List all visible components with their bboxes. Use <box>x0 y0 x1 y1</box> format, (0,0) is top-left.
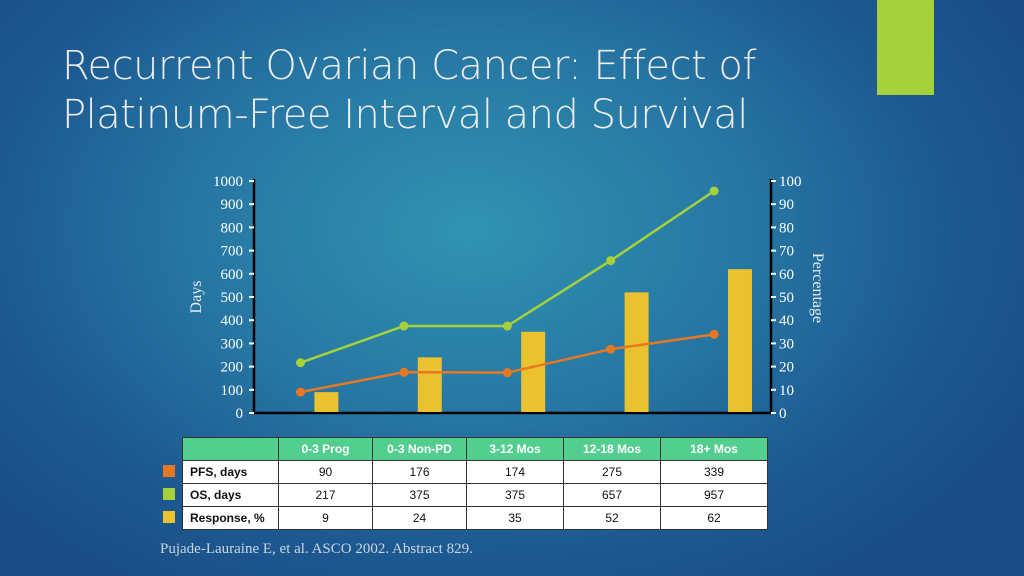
left-tick-label: 600 <box>221 267 244 283</box>
right-tick-label: 10 <box>779 383 794 399</box>
table-cell: 90 <box>278 460 373 484</box>
legend-swatch-os <box>163 488 175 500</box>
right-tick-label: 30 <box>779 336 794 352</box>
bar-response <box>417 357 442 412</box>
point-pfs <box>709 329 719 339</box>
left-tick-label: 200 <box>221 360 244 376</box>
table-cell: 24 <box>372 506 467 530</box>
header-cell: 18+ Mos <box>660 437 768 461</box>
row-label: Response, % <box>182 506 279 530</box>
legend-swatch-response <box>163 511 175 523</box>
point-os <box>502 321 512 331</box>
point-os <box>709 186 719 196</box>
table-cell: 9 <box>278 506 373 530</box>
point-pfs <box>296 387 306 397</box>
citation: Pujade-Lauraine E, et al. ASCO 2002. Abs… <box>160 541 473 557</box>
table-cell: 176 <box>372 460 467 484</box>
right-tick-label: 40 <box>779 313 794 329</box>
point-os <box>296 358 306 368</box>
header-blank <box>182 437 279 461</box>
left-tick-label: 0 <box>236 406 244 422</box>
left-tick-label: 800 <box>221 220 244 236</box>
left-tick-label: 300 <box>221 336 244 352</box>
data-table: 0-3 Prog 0-3 Non-PD 3-12 Mos 12-18 Mos 1… <box>182 437 768 530</box>
bar-response <box>727 269 752 412</box>
right-tick-label: 100 <box>779 174 802 190</box>
y-axis-label: Days <box>188 281 205 314</box>
table-cell: 375 <box>466 483 564 507</box>
table-cell: 217 <box>278 483 373 507</box>
right-tick-label: 20 <box>779 360 794 376</box>
left-tick-label: 1000 <box>213 174 243 190</box>
right-tick-label: 90 <box>779 197 794 213</box>
header-cell: 3-12 Mos <box>466 437 564 461</box>
legend-swatch-pfs <box>163 465 175 477</box>
left-tick-label: 500 <box>221 290 244 306</box>
right-tick-label: 60 <box>779 267 794 283</box>
table-cell: 62 <box>660 506 768 530</box>
left-tick-label: 900 <box>221 197 244 213</box>
point-os <box>606 256 616 266</box>
table-cell: 657 <box>563 483 661 507</box>
right-tick-label: 70 <box>779 244 794 260</box>
header-cell: 12-18 Mos <box>563 437 661 461</box>
bar-response <box>521 331 546 412</box>
table-cell: 957 <box>660 483 768 507</box>
row-label: PFS, days <box>182 460 279 484</box>
table-cell: 339 <box>660 460 768 484</box>
table-row: PFS, days 90 176 174 275 339 <box>182 460 768 484</box>
table-cell: 275 <box>563 460 661 484</box>
right-tick-label: 0 <box>779 406 787 422</box>
line-pfs <box>300 333 715 394</box>
table-header-row: 0-3 Prog 0-3 Non-PD 3-12 Mos 12-18 Mos 1… <box>182 437 768 461</box>
accent-block <box>877 0 934 95</box>
point-pfs <box>399 367 409 377</box>
bar-response <box>624 292 649 412</box>
table-cell: 35 <box>466 506 564 530</box>
point-os <box>399 321 409 331</box>
left-tick-label: 100 <box>221 383 244 399</box>
table-cell: 375 <box>372 483 467 507</box>
table-row: Response, % 9 24 35 52 62 <box>182 506 768 530</box>
point-pfs <box>502 368 512 378</box>
left-tick-label: 400 <box>221 313 244 329</box>
title-line-2: Platinum-Free Interval and Survival <box>62 92 748 138</box>
line-os <box>300 189 715 364</box>
table-row: OS, days 217 375 375 657 957 <box>182 483 768 507</box>
title-line-1: Recurrent Ovarian Cancer: Effect of <box>62 43 756 89</box>
slide-title: Recurrent Ovarian Cancer: Effect of Plat… <box>62 42 756 140</box>
right-tick-label: 80 <box>779 220 794 236</box>
header-cell: 0-3 Prog <box>278 437 373 461</box>
row-label: OS, days <box>182 483 279 507</box>
table-cell: 174 <box>466 460 564 484</box>
left-tick-label: 700 <box>221 244 244 260</box>
right-tick-label: 50 <box>779 290 794 306</box>
table-cell: 52 <box>563 506 661 530</box>
bar-response <box>314 392 339 412</box>
y2-axis-label: Percentage <box>809 253 826 323</box>
header-cell: 0-3 Non-PD <box>372 437 467 461</box>
point-pfs <box>606 344 616 354</box>
